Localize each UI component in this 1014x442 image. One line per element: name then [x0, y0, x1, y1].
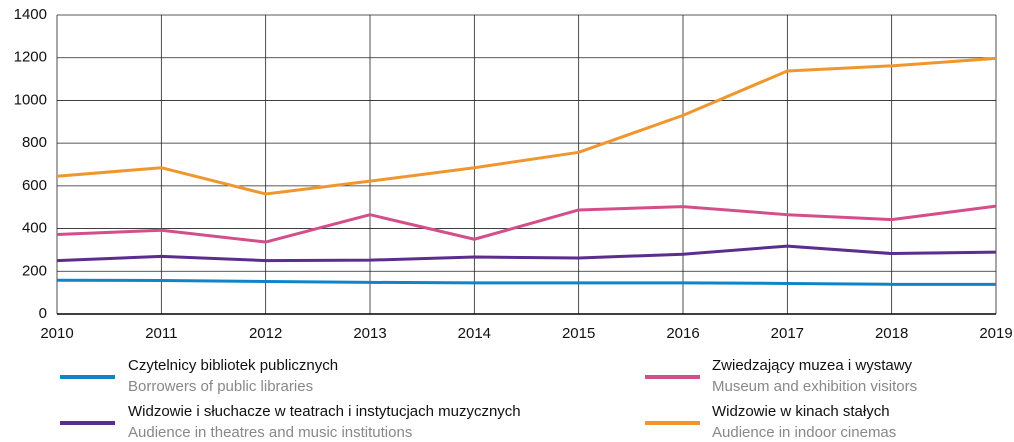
y-tick-label: 0: [39, 305, 47, 322]
x-tick-label: 2015: [562, 325, 595, 342]
x-tick-label: 2017: [771, 325, 804, 342]
legend-sublabel: Borrowers of public libraries: [128, 378, 313, 395]
x-tick-label: 2016: [666, 325, 699, 342]
y-tick-label: 400: [22, 220, 47, 237]
y-tick-label: 600: [22, 177, 47, 194]
y-tick-label: 800: [22, 134, 47, 151]
x-tick-label: 2010: [40, 325, 73, 342]
x-tick-label: 2013: [353, 325, 386, 342]
series-line: [56, 56, 997, 196]
y-tick-label: 1000: [14, 91, 47, 108]
legend-sublabel: Audience in theatres and music instituti…: [128, 424, 412, 441]
legend-label: Zwiedzający muzea i wystawy: [712, 357, 913, 374]
legend-label: Czytelnicy bibliotek publicznych: [128, 357, 338, 374]
legend-sublabel: Audience in indoor cinemas: [712, 424, 896, 441]
x-tick-label: 2018: [875, 325, 908, 342]
series-line: [56, 244, 997, 263]
series-line: [56, 278, 996, 286]
x-tick-label: 2019: [979, 325, 1012, 342]
series-line: [56, 204, 997, 244]
legend-sublabel: Museum and exhibition visitors: [712, 378, 917, 395]
legend-label: Widzowie w kinach stałych: [712, 403, 890, 420]
y-tick-label: 200: [22, 262, 47, 279]
y-tick-label: 1400: [14, 6, 47, 23]
x-tick-label: 2011: [145, 325, 177, 342]
x-tick-label: 2012: [249, 325, 282, 342]
legend-label: Widzowie i słuchacze w teatrach i instyt…: [128, 403, 521, 420]
x-tick-label: 2014: [458, 325, 491, 342]
y-tick-label: 1200: [14, 49, 47, 66]
